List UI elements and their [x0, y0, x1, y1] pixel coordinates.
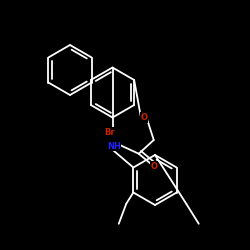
Text: Br: Br — [105, 128, 115, 137]
Text: O: O — [140, 113, 147, 122]
Text: O: O — [150, 162, 157, 171]
Text: NH: NH — [107, 142, 121, 151]
